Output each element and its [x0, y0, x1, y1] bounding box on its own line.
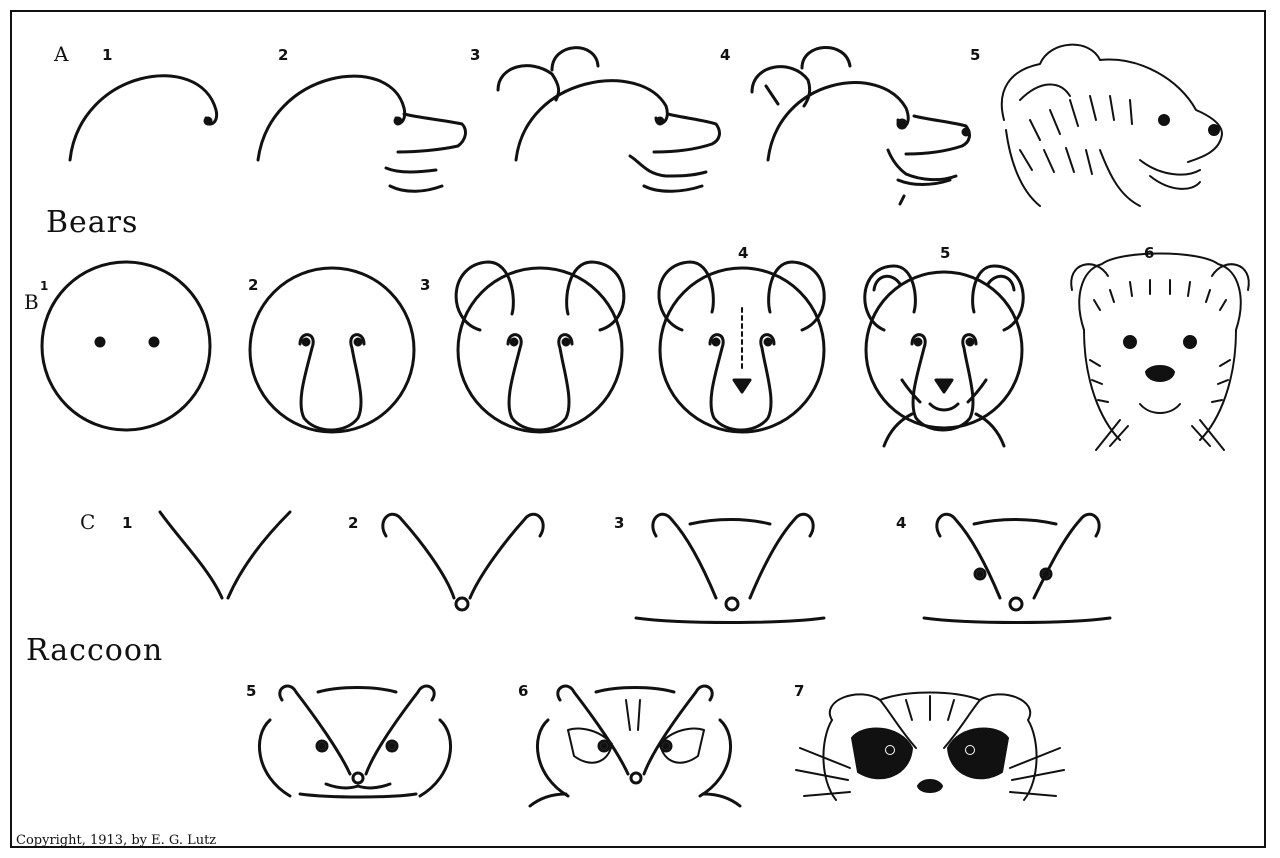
section-c-letter: C	[80, 510, 96, 534]
bear-front-step-3	[454, 260, 626, 434]
step-a1-number: 1	[102, 46, 113, 64]
bear-profile-step-5-finished	[1000, 43, 1223, 207]
step-c6-number: 6	[518, 682, 529, 700]
bear-front-step-1	[40, 260, 212, 432]
step-c1-number: 1	[122, 514, 133, 532]
step-c7-number: 7	[794, 682, 805, 700]
bear-front-step-2	[248, 266, 416, 434]
raccoon-step-4	[922, 512, 1112, 624]
raccoon-step-1	[158, 510, 292, 600]
copyright-notice: Copyright, 1913, by E. G. Lutz	[16, 833, 217, 848]
raccoon-title: Raccoon	[26, 633, 164, 668]
step-a2-number: 2	[278, 46, 289, 64]
bear-profile-step-3	[496, 46, 721, 193]
step-b2-number: 2	[248, 276, 259, 294]
bear-profile-step-4	[750, 46, 971, 206]
step-b3-number: 3	[420, 276, 431, 294]
step-c4-number: 4	[896, 514, 907, 532]
step-b1-number: 1	[40, 279, 49, 293]
section-b-letter: B	[24, 290, 39, 314]
step-c3-number: 3	[614, 514, 625, 532]
section-a-letter: A	[54, 42, 69, 66]
bear-front-step-5	[863, 264, 1025, 448]
sheet-border	[10, 10, 1266, 848]
bear-profile-step-2	[256, 74, 467, 193]
bears-title: Bears	[46, 205, 139, 240]
bear-front-step-6-finished	[1070, 252, 1250, 451]
step-a4-number: 4	[720, 46, 731, 64]
step-a5-number: 5	[970, 46, 981, 64]
step-b4-number: 4	[738, 244, 749, 262]
raccoon-step-2	[381, 512, 545, 612]
step-b5-number: 5	[940, 244, 951, 262]
step-c5-number: 5	[246, 682, 257, 700]
bear-front-step-4	[657, 260, 826, 434]
raccoon-step-7-finished	[795, 691, 1065, 801]
step-c2-number: 2	[348, 514, 359, 532]
step-a3-number: 3	[470, 46, 481, 64]
raccoon-step-5	[257, 684, 453, 799]
bear-profile-step-1	[68, 74, 219, 162]
raccoon-step-3	[634, 512, 826, 624]
raccoon-step-6	[528, 684, 742, 808]
